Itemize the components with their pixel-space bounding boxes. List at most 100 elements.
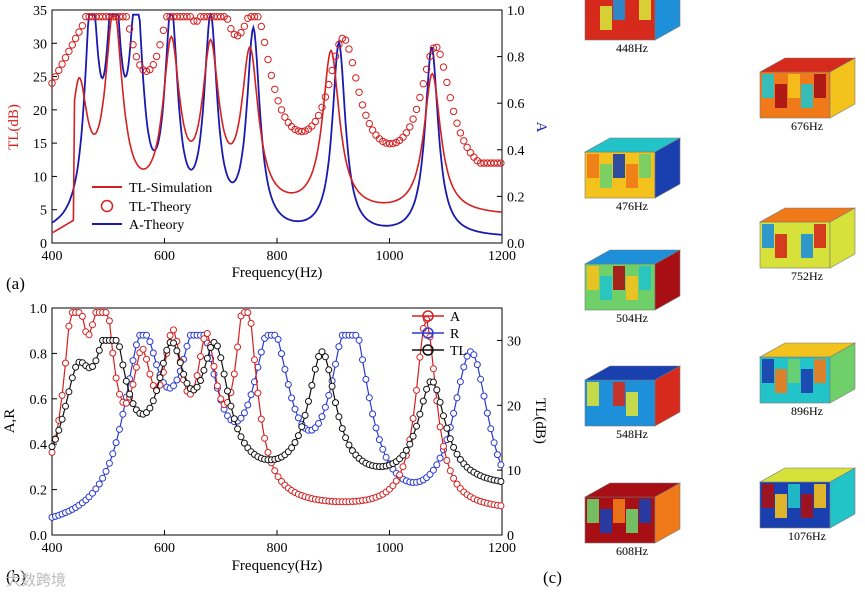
r-series-point xyxy=(365,394,373,402)
tl-theory-point xyxy=(318,103,326,112)
tl-series-point xyxy=(413,422,420,430)
r-series-point xyxy=(332,360,339,368)
tl-theory-point xyxy=(456,129,465,137)
r-series-point xyxy=(95,480,103,488)
y-left-tick-label: 30 xyxy=(33,37,47,52)
x-tick-label: 800 xyxy=(267,249,288,264)
a-series-point xyxy=(392,477,400,485)
mode-shape-2: 504Hz xyxy=(583,249,682,325)
mode-shape-label: 676Hz xyxy=(791,119,823,133)
r-series-point xyxy=(247,391,255,399)
a-series-point xyxy=(58,391,66,399)
r-series-point xyxy=(315,419,323,427)
mode-shape-strip xyxy=(600,164,612,188)
tl-theory-point xyxy=(68,41,77,49)
tl-theory-point xyxy=(433,43,441,51)
mode-shape-strip xyxy=(801,84,813,108)
tl-series-point xyxy=(234,425,242,433)
a-series-point xyxy=(436,423,444,431)
tl-theory-point xyxy=(436,50,444,58)
legend-r: R xyxy=(450,327,460,342)
tl-theory-point xyxy=(328,66,336,75)
tl-series-point xyxy=(213,342,221,350)
a-series-point xyxy=(450,474,458,482)
tl-series-point xyxy=(55,426,63,434)
r-series-point xyxy=(456,378,464,386)
a-series-point xyxy=(497,502,505,510)
x-tick-label: 600 xyxy=(154,249,175,264)
tl-theory-point xyxy=(446,94,454,102)
a-series-point xyxy=(132,363,140,371)
tl-series-point xyxy=(318,348,326,356)
tl-theory-point xyxy=(449,107,458,116)
y-right-tick-label: 30 xyxy=(507,334,521,349)
tl-theory-point xyxy=(365,119,373,128)
y-right-tick-label: 1.0 xyxy=(507,4,525,19)
r-series-point xyxy=(355,336,363,344)
tl-theory-point xyxy=(372,131,380,139)
r-series-point xyxy=(362,375,370,383)
mode-shape-strip xyxy=(639,266,651,290)
mode-shape-side xyxy=(654,365,681,427)
tl-series-point xyxy=(163,346,171,354)
tl-theory-point xyxy=(122,13,131,21)
r-series-point xyxy=(352,331,360,339)
r-series-point xyxy=(109,450,117,458)
a-series-point xyxy=(112,374,120,382)
r-series-point xyxy=(149,349,157,357)
tl-theory-point xyxy=(58,60,66,68)
y-left-tick-label: 0.0 xyxy=(30,529,48,544)
tl-series-point xyxy=(294,432,302,440)
a-series-point xyxy=(234,343,242,351)
tl-theory-point xyxy=(277,106,286,114)
tl-theory-point xyxy=(345,45,353,53)
panel-a: 400 600 800 1000 1200 0 5 10 15 20 25 30 35 0.0 0.2 0.4… xyxy=(6,4,549,293)
tl-series-point xyxy=(399,451,407,459)
r-series-point xyxy=(477,375,485,383)
tl-series-point xyxy=(159,359,167,367)
legend-a-theory: A-Theory xyxy=(129,218,184,233)
a-series-point xyxy=(105,317,113,325)
r-series-point xyxy=(494,451,501,459)
r-series-point xyxy=(170,382,177,390)
mode-shape-label: 504Hz xyxy=(616,311,648,325)
y-left-tick-label: 1.0 xyxy=(30,302,48,317)
r-series-point xyxy=(359,356,366,364)
panel-b: 400 600 800 1000 1200 0.0 0.2 0.4 0.6 0.8 1.0 0 10 20… xyxy=(2,302,548,586)
tl-theory-point xyxy=(497,159,505,167)
r-series-point xyxy=(183,342,191,350)
mode-shape-0: 448Hz xyxy=(584,0,681,55)
tl-series-point xyxy=(176,359,184,367)
tl-theory-point xyxy=(190,17,198,25)
plot-b-ylabel-left: A,R xyxy=(2,409,18,434)
a-series-point xyxy=(399,463,407,471)
tl-series-point xyxy=(68,374,76,382)
a-series-point xyxy=(166,332,174,339)
a-series-point xyxy=(78,312,86,320)
y-left-tick-label: 5 xyxy=(40,204,47,219)
tl-series-point xyxy=(416,410,424,418)
tl-theory-point xyxy=(142,67,151,76)
r-series-point xyxy=(119,410,127,418)
mode-shape-label: 448Hz xyxy=(616,41,648,55)
tl-theory-point xyxy=(416,93,424,102)
mode-shape-side xyxy=(654,0,681,41)
mode-shape-strip xyxy=(639,382,651,406)
mode-shape-strip xyxy=(788,359,800,383)
a-series-point xyxy=(193,372,201,380)
tl-theory-point xyxy=(460,137,468,145)
tl-series-point xyxy=(328,382,336,390)
mode-shape-strip xyxy=(788,484,800,508)
a-series-point xyxy=(170,326,177,334)
mode-shape-strip xyxy=(639,0,651,20)
mode-shape-label: 1076Hz xyxy=(788,529,826,543)
mode-shape-strip xyxy=(587,266,599,290)
x-tick-label: 1000 xyxy=(376,541,404,556)
legend-r-marker xyxy=(422,327,434,339)
tl-theory-point xyxy=(463,143,471,152)
legend-a-marker xyxy=(422,310,434,322)
mode-shape-strip xyxy=(775,369,787,393)
panel-a-label: (a) xyxy=(6,274,25,293)
r-series-point xyxy=(291,405,299,413)
a-series-point xyxy=(389,482,397,490)
